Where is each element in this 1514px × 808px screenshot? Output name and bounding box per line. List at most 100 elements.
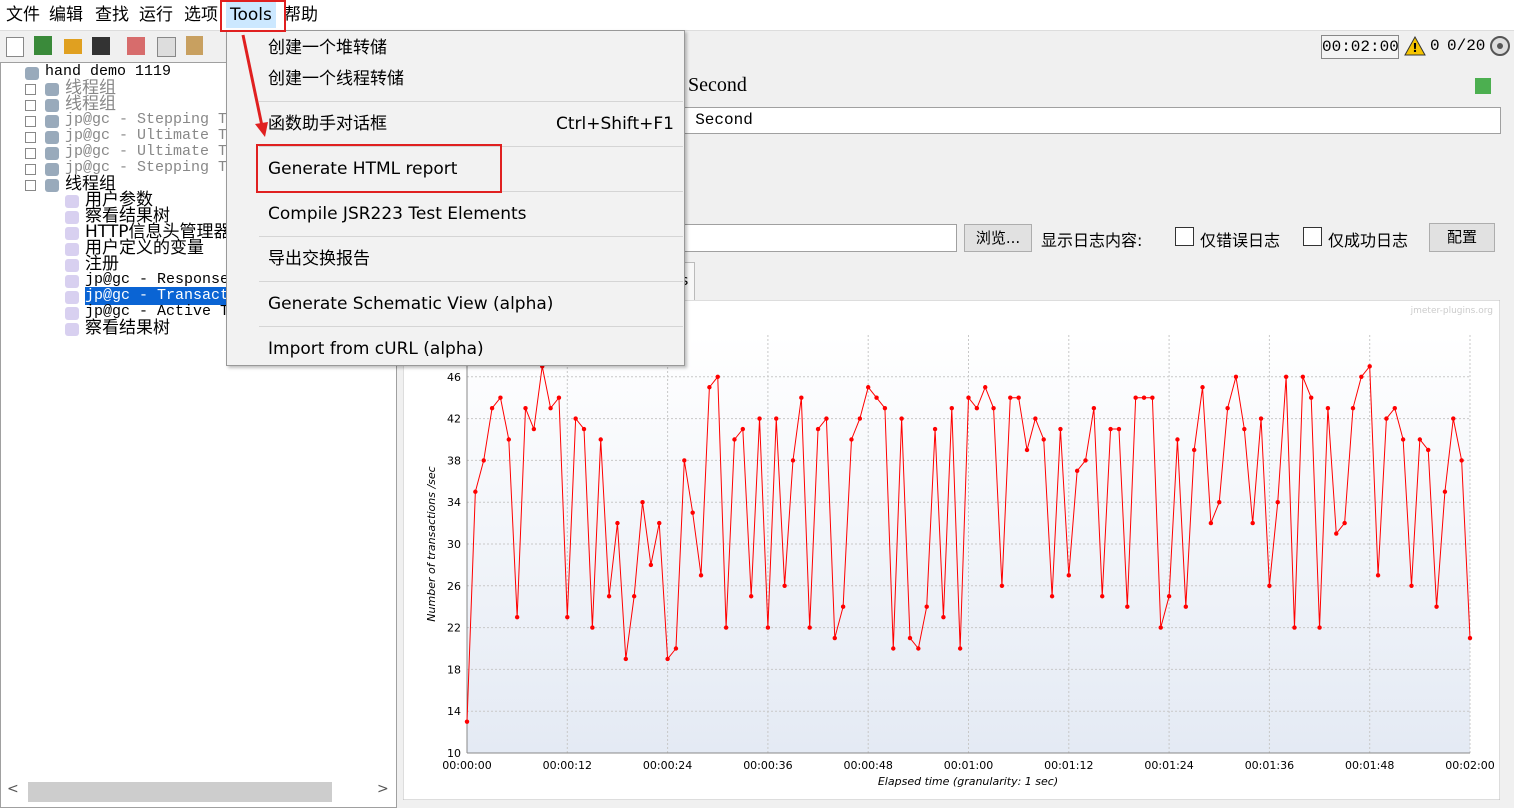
menu-item[interactable]: 运行 [139, 5, 173, 25]
data-point [824, 416, 829, 421]
y-tick-label: 38 [447, 454, 461, 467]
tree-toggle[interactable] [25, 100, 36, 111]
data-point [1217, 500, 1222, 505]
tree-item[interactable]: HTTP信息头管理器 [85, 222, 231, 242]
watermark: jmeter-plugins.org [1410, 306, 1493, 316]
tree-item[interactable]: jp@gc - Transact [85, 287, 230, 305]
menu-item[interactable]: 选项 [184, 5, 218, 25]
menu-option[interactable]: Generate HTML report [268, 159, 458, 179]
data-point [665, 656, 670, 662]
data-point [673, 646, 679, 651]
y-tick-label: 34 [447, 496, 461, 509]
data-point [932, 426, 938, 432]
data-point [707, 385, 712, 390]
menu-option[interactable]: Import from cURL (alpha) [268, 339, 484, 359]
copy-icon[interactable] [157, 37, 176, 57]
scroll-right[interactable]: > [377, 781, 389, 797]
x-tick-label: 00:01:36 [1245, 759, 1294, 772]
tree-item[interactable]: 线程组 [65, 78, 116, 98]
tree-icon [65, 259, 79, 272]
save-icon[interactable] [92, 37, 110, 55]
data-point [941, 614, 946, 620]
data-point [1384, 416, 1389, 421]
menu-item[interactable]: 查找 [95, 5, 129, 25]
tree-item[interactable]: 用户定义的变量 [85, 238, 204, 258]
tree-item[interactable]: hand demo 1119 [45, 63, 172, 80]
errors-checkbox[interactable] [1175, 227, 1194, 246]
tree-item[interactable]: 察看结果树 [85, 318, 170, 338]
x-tick-label: 00:00:00 [442, 759, 491, 772]
x-tick-label: 00:00:48 [843, 759, 892, 772]
menu-option[interactable]: 函数助手对话框 [268, 114, 387, 134]
configure-button[interactable]: 配置 [1429, 223, 1495, 252]
tree-toggle[interactable] [25, 116, 36, 127]
menu-option[interactable]: Generate Schematic View (alpha) [268, 294, 554, 314]
data-point [1275, 500, 1280, 505]
data-point [1024, 447, 1030, 453]
data-point [1183, 604, 1189, 609]
new-icon[interactable] [6, 37, 24, 57]
log-label: 显示日志内容: [1041, 231, 1143, 250]
data-point [1442, 489, 1448, 494]
scroll-left[interactable]: < [7, 781, 19, 797]
scrollbar-thumb[interactable] [28, 782, 332, 802]
tree-icon [65, 243, 79, 256]
tree-item[interactable]: 注册 [85, 254, 119, 274]
data-point [924, 604, 929, 609]
data-point [1417, 437, 1423, 442]
y-tick-label: 22 [447, 622, 461, 635]
tree-icon [65, 307, 79, 320]
tree-item[interactable]: 线程组 [65, 94, 116, 114]
cut-icon[interactable] [127, 37, 145, 55]
data-point [715, 374, 720, 379]
open-icon[interactable] [64, 39, 82, 54]
tree-toggle[interactable] [25, 164, 36, 175]
data-point [640, 500, 645, 505]
tree-toggle[interactable] [25, 148, 36, 159]
data-point [1367, 364, 1372, 369]
menu-item[interactable]: 帮助 [284, 5, 318, 25]
tree-icon [65, 275, 79, 288]
expand-icon[interactable] [1475, 78, 1491, 94]
data-point [1125, 604, 1130, 609]
tree-item[interactable]: 线程组 [65, 174, 116, 194]
y-tick-label: 18 [447, 663, 461, 676]
warning-count: 0 [1430, 37, 1440, 55]
tree-item[interactable]: jp@gc - Stepping T [65, 159, 228, 176]
data-point [1392, 405, 1397, 411]
tree-item[interactable]: jp@gc - Ultimate T [65, 143, 228, 160]
tree-item[interactable]: jp@gc - Ultimate T [65, 127, 228, 144]
menu-item[interactable]: 编辑 [49, 5, 83, 25]
tree-item[interactable]: jp@gc - Stepping T [65, 111, 228, 128]
y-tick-label: 42 [447, 413, 461, 426]
templates-icon[interactable] [34, 36, 52, 55]
menu-item[interactable]: 文件 [6, 5, 40, 25]
tree-icon [65, 195, 79, 208]
tree-item[interactable]: jp@gc - Active T [85, 303, 230, 320]
tree-toggle[interactable] [25, 132, 36, 143]
data-point [899, 416, 904, 421]
tree-toggle[interactable] [25, 84, 36, 95]
data-point [573, 416, 578, 421]
data-point [916, 646, 921, 651]
status-icon[interactable] [1489, 35, 1511, 57]
tree-item[interactable]: 察看结果树 [85, 206, 170, 226]
data-point [790, 458, 796, 463]
tree-item[interactable]: 用户参数 [85, 190, 153, 210]
tree-icon [45, 147, 59, 160]
menu-option[interactable]: Compile JSR223 Test Elements [268, 204, 527, 224]
tree-toggle[interactable] [25, 180, 36, 191]
menu-item[interactable]: Tools [226, 2, 276, 28]
tree-item[interactable]: jp@gc - Response [85, 271, 230, 288]
browse-button[interactable]: 浏览... [964, 224, 1032, 252]
menu-option[interactable]: 创建一个堆转储 [268, 38, 387, 58]
data-point [1091, 405, 1097, 411]
success-checkbox[interactable] [1303, 227, 1322, 246]
paste-icon[interactable] [186, 36, 203, 55]
menu-option[interactable]: 创建一个线程转储 [268, 69, 404, 89]
tree-icon [65, 323, 79, 336]
data-point [966, 395, 971, 400]
menu-option[interactable]: 导出交换报告 [268, 249, 370, 269]
data-point [1242, 426, 1247, 432]
data-point [648, 562, 654, 568]
